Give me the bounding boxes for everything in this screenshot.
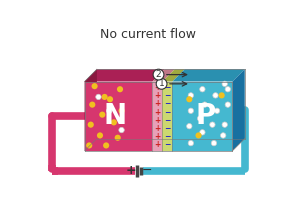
- Circle shape: [117, 86, 123, 92]
- Polygon shape: [152, 69, 175, 81]
- Polygon shape: [85, 69, 165, 81]
- Text: P: P: [195, 102, 216, 130]
- Text: +: +: [154, 124, 160, 133]
- Text: 1: 1: [159, 79, 164, 88]
- Circle shape: [213, 93, 218, 98]
- Text: +: +: [154, 108, 160, 117]
- Circle shape: [153, 69, 164, 80]
- Text: N: N: [104, 102, 127, 130]
- Circle shape: [200, 130, 205, 135]
- Circle shape: [107, 108, 112, 114]
- Text: +: +: [125, 164, 136, 177]
- Circle shape: [200, 87, 205, 92]
- Polygon shape: [172, 81, 232, 151]
- Text: +: +: [154, 116, 160, 125]
- Circle shape: [225, 102, 231, 107]
- Circle shape: [156, 78, 167, 89]
- Circle shape: [202, 102, 208, 107]
- Circle shape: [195, 132, 202, 138]
- Circle shape: [225, 87, 231, 92]
- Circle shape: [222, 122, 227, 127]
- Text: −: −: [164, 140, 171, 149]
- Circle shape: [211, 141, 217, 146]
- Circle shape: [97, 132, 103, 138]
- Text: +: +: [154, 99, 160, 108]
- Circle shape: [92, 83, 98, 89]
- Circle shape: [103, 142, 109, 149]
- Circle shape: [119, 127, 124, 133]
- Circle shape: [188, 108, 194, 114]
- Text: −: −: [142, 164, 152, 177]
- Circle shape: [118, 108, 125, 114]
- Circle shape: [115, 135, 121, 141]
- Polygon shape: [85, 81, 152, 151]
- Polygon shape: [172, 69, 245, 81]
- Text: +: +: [154, 91, 160, 100]
- Polygon shape: [152, 81, 162, 151]
- Text: −: −: [164, 108, 171, 117]
- Text: −: −: [164, 132, 171, 141]
- Circle shape: [214, 108, 220, 114]
- Circle shape: [186, 96, 192, 102]
- Circle shape: [222, 81, 227, 87]
- Text: 2: 2: [156, 70, 161, 79]
- Circle shape: [107, 96, 113, 102]
- Circle shape: [99, 112, 105, 118]
- Text: No current flow: No current flow: [100, 28, 196, 41]
- Text: −: −: [164, 83, 171, 92]
- Circle shape: [187, 123, 192, 129]
- Text: −: −: [164, 116, 171, 125]
- Text: −: −: [164, 91, 171, 100]
- Circle shape: [218, 92, 225, 99]
- Circle shape: [210, 122, 215, 127]
- Text: +: +: [154, 132, 160, 141]
- Polygon shape: [85, 69, 97, 151]
- Circle shape: [101, 94, 108, 100]
- Circle shape: [96, 94, 101, 100]
- Polygon shape: [162, 81, 172, 151]
- Text: +: +: [154, 140, 160, 149]
- Polygon shape: [162, 69, 185, 81]
- Text: −: −: [164, 99, 171, 108]
- Circle shape: [89, 101, 95, 108]
- Circle shape: [221, 133, 226, 138]
- Circle shape: [188, 141, 194, 146]
- Text: +: +: [154, 83, 160, 92]
- Circle shape: [111, 119, 117, 125]
- Circle shape: [197, 116, 203, 121]
- Circle shape: [188, 93, 194, 98]
- Circle shape: [86, 142, 92, 149]
- Circle shape: [88, 122, 94, 128]
- Text: −: −: [164, 124, 171, 133]
- Polygon shape: [232, 69, 245, 151]
